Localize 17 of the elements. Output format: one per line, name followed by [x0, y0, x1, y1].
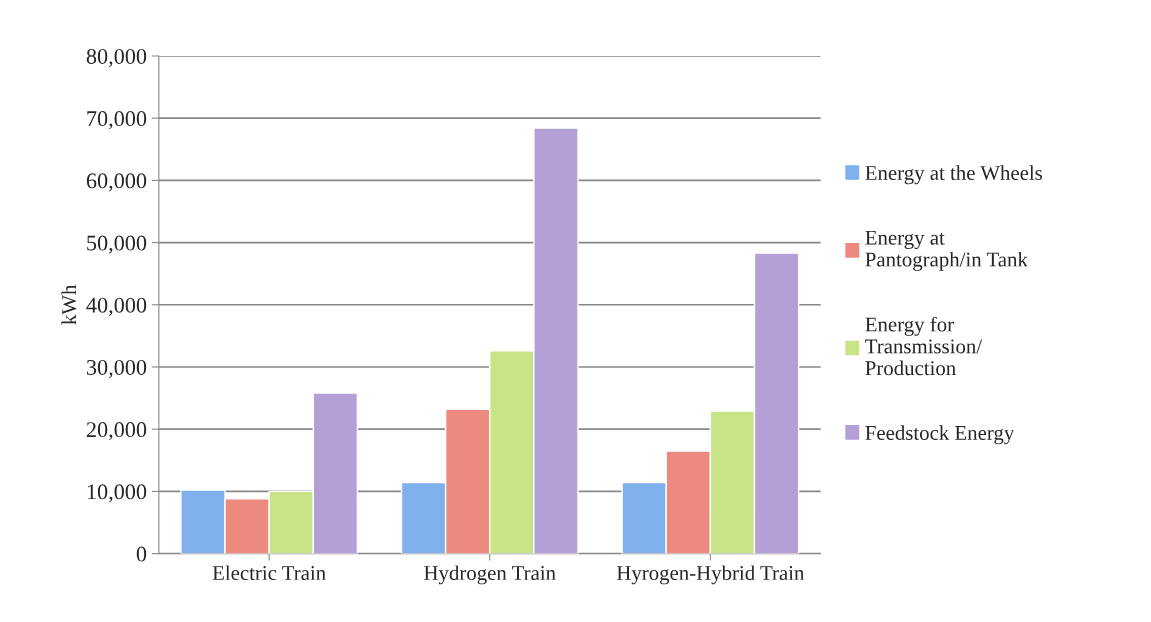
x-tick-label: Electric Train — [212, 565, 326, 581]
y-tick-label: 20,000 — [86, 422, 147, 441]
y-tick-label: 10,000 — [87, 484, 147, 503]
y-tick-label: 30,000 — [86, 359, 147, 379]
y-tick-label: 70,000 — [87, 111, 147, 130]
legend-label: Energy at Pantograph/in Tank — [865, 230, 1028, 271]
y-tick-label: 50,000 — [87, 235, 147, 254]
y-tick-label: 80,000 — [86, 48, 147, 68]
legend-label: Energy at the Wheels — [865, 165, 1043, 185]
legend-label: Feedstock Energy — [865, 425, 1015, 445]
legend-label: Energy for Transmission/ Production — [865, 316, 983, 376]
x-tick-label: Hydrogen Train — [424, 565, 556, 585]
x-tick-label: Hyrogen-Hybrid Train — [616, 565, 805, 585]
y-axis-title: kWh — [61, 284, 77, 325]
y-tick-label: 0 — [136, 546, 147, 562]
y-tick-label: 60,000 — [86, 173, 147, 192]
y-tick-label: 40,000 — [86, 297, 147, 316]
